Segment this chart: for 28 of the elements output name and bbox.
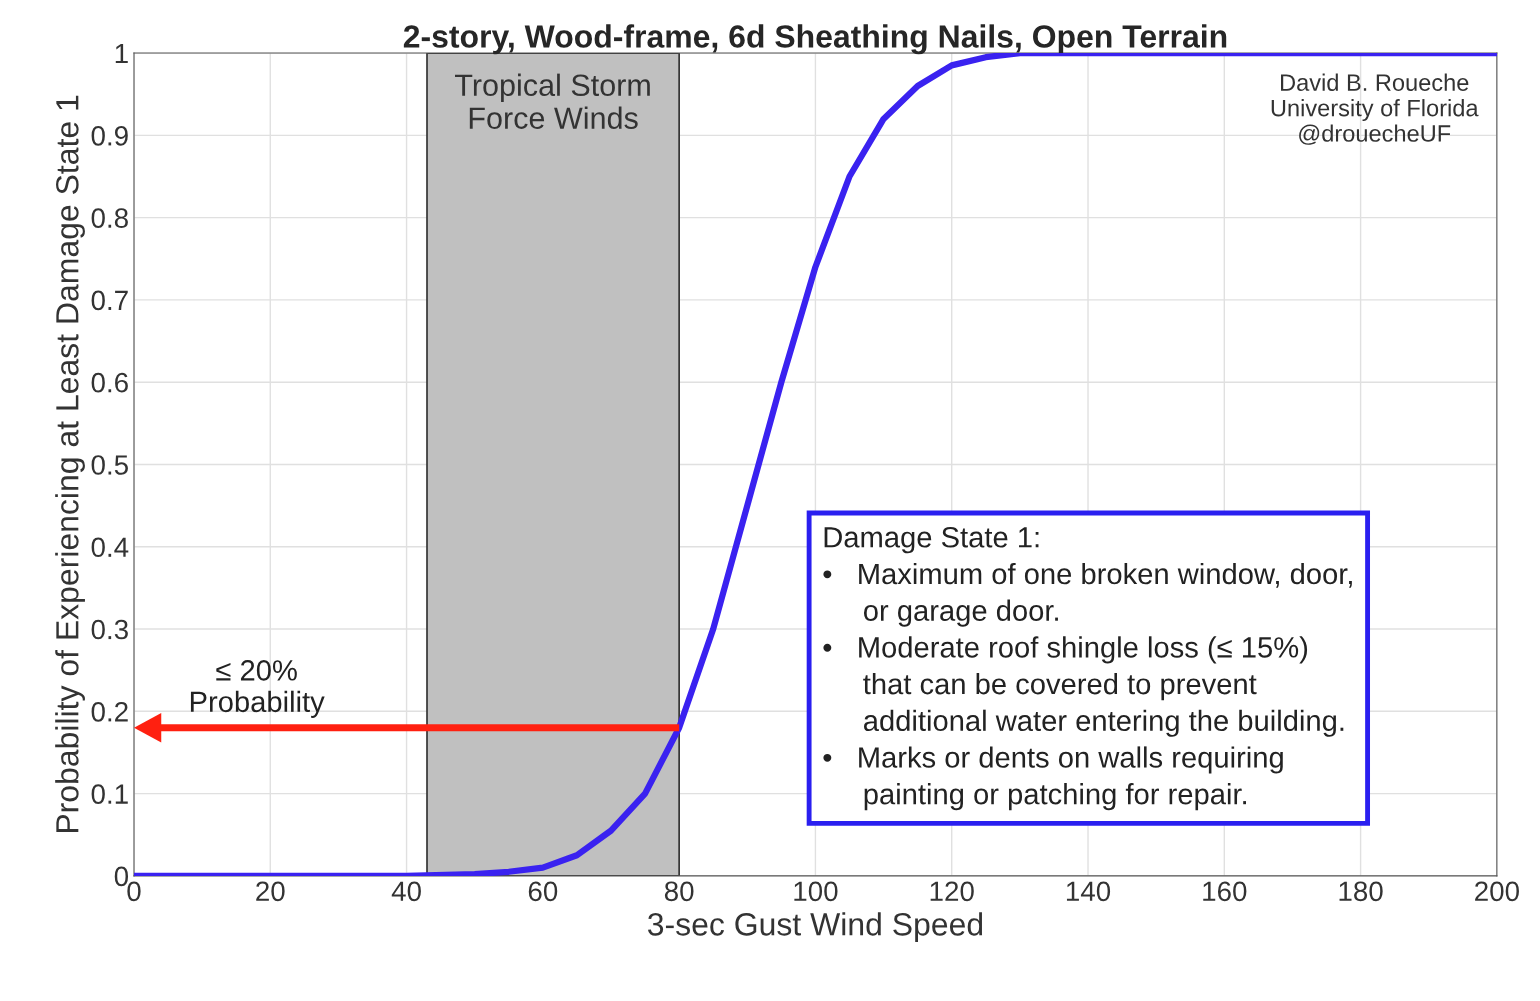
y-tick-label: 0.4	[91, 537, 129, 558]
band-label: Tropical Storm Force Winds	[455, 73, 650, 129]
x-tick-label: 40	[391, 881, 421, 902]
y-tick-label: 0.9	[91, 126, 128, 146]
x-tick-label: 120	[930, 881, 974, 902]
y-tick-label: 0.1	[91, 784, 128, 804]
x-tick-label: 160	[1203, 881, 1247, 902]
annotation: David B. Roueche University of Florida @drouecheUF	[1271, 73, 1479, 145]
y-tick-label: 0	[114, 866, 129, 887]
x-tick-label: 80	[664, 881, 694, 902]
y-tick-label: 1	[115, 44, 128, 64]
y-tick-label: 0.2	[91, 701, 128, 722]
x-tick-label: 140	[1066, 881, 1111, 902]
ref-line-label: ≤ 20% Probability	[190, 660, 325, 718]
chart-title: 2-story, Wood-frame, 6d Sheathing Nails, Open Terrain	[403, 24, 1227, 55]
x-tick-label: 180	[1339, 881, 1383, 902]
x-tick-label: 100	[794, 881, 838, 902]
y-tick-label: 0.6	[91, 372, 128, 393]
x-axis-title: 3-sec Gust Wind Speed	[647, 912, 983, 942]
y-tick-label: 0.3	[91, 619, 128, 640]
y-tick-label: 0.8	[91, 208, 128, 228]
y-tick-label: 0.5	[91, 455, 128, 475]
x-tick-label: 20	[256, 881, 285, 902]
annotation: Damage State 1: • Maximum of one broken window, door, or garage door. • Moderate roof shingle loss (≤ 15%) that can be covered to prevent additional water entering the building. • Marks or dents on walls requiring painting or patching for repair.	[823, 526, 1352, 811]
y-axis-title: Probability of Experiencing at Least Damage State 1	[55, 95, 85, 833]
x-tick-label: 200	[1475, 881, 1519, 902]
y-tick-label: 0.7	[91, 290, 128, 311]
x-tick-label: 60	[528, 881, 558, 902]
